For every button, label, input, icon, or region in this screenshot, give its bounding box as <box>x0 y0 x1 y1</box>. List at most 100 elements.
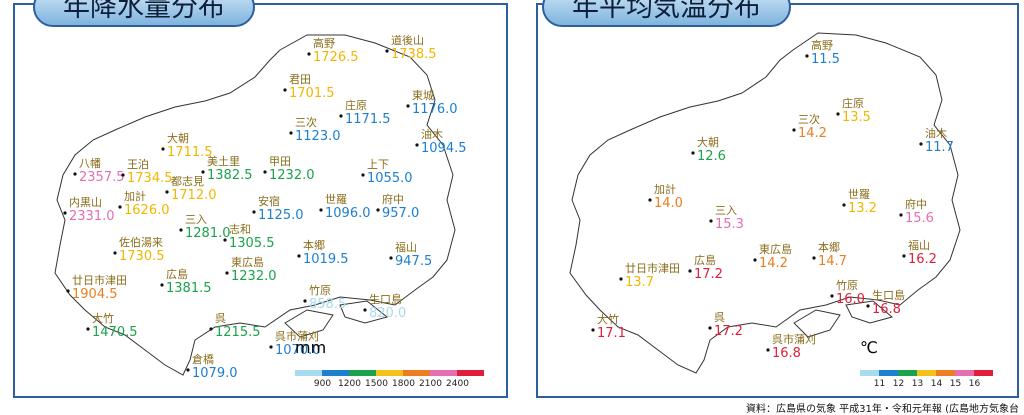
legend-swatch <box>430 370 457 376</box>
legend-unit: ℃ <box>860 338 878 357</box>
station-marker <box>389 256 393 260</box>
station-marker <box>415 143 419 147</box>
source-note: 資料：広島県の気象 平成31年・令和元年報 (広島地方気象台 <box>746 404 1019 415</box>
legend-swatch <box>917 370 936 376</box>
station-name: 呉市蒲刈 <box>275 329 319 343</box>
station-marker <box>118 205 122 209</box>
station-marker <box>842 203 846 207</box>
station-name: 甲田 <box>269 155 291 168</box>
legend-swatch <box>403 370 430 376</box>
station-name: 庄原 <box>842 96 864 110</box>
station-marker <box>902 254 906 258</box>
panel-title: 年降水量分布 <box>33 0 255 27</box>
station-value: 1730.5 <box>119 249 165 264</box>
station-value: 1055.0 <box>367 171 413 186</box>
station-marker <box>708 326 712 330</box>
station-marker <box>86 327 90 331</box>
station-value: 16.8 <box>872 302 901 317</box>
station-marker <box>263 170 267 174</box>
station-name: 大朝 <box>697 135 719 149</box>
legend-tick-label: 900 <box>313 379 332 389</box>
station-name: 倉橋 <box>192 352 214 366</box>
station-value: 13.7 <box>625 275 654 290</box>
station-name: 志和 <box>229 223 251 236</box>
station-marker <box>385 49 389 53</box>
legend-swatch <box>322 370 349 376</box>
station-value: 11.7 <box>925 140 954 155</box>
legend-swatch <box>974 370 993 376</box>
station-marker <box>648 198 652 202</box>
station-name: 呉市蒲刈 <box>772 332 816 346</box>
station-value: 15.3 <box>715 217 744 232</box>
station-value: 1712.0 <box>171 188 217 203</box>
station-value: 1232.0 <box>269 168 315 183</box>
legend-ticks: 11 12 13 14 15 16 <box>870 379 984 389</box>
station-value: 1382.5 <box>207 168 253 183</box>
station-marker <box>899 213 903 217</box>
station-value: 1470.5 <box>92 325 138 340</box>
legend-swatch <box>349 370 376 376</box>
legend-swatch <box>936 370 955 376</box>
station-marker <box>406 104 410 108</box>
station-value: 16.0 <box>836 292 865 307</box>
station-value: 13.2 <box>848 201 877 216</box>
station-marker <box>165 190 169 194</box>
station-value: 1738.5 <box>391 47 437 62</box>
station-name: 東城 <box>412 89 434 102</box>
station-value: 1171.5 <box>345 112 391 127</box>
station-marker <box>307 52 311 56</box>
station-value: 1125.0 <box>258 208 304 223</box>
station-name: 君田 <box>289 73 311 86</box>
legend-tick-label: 1500 <box>365 379 388 389</box>
station-marker <box>201 170 205 174</box>
station-value: 1734.5 <box>127 171 173 186</box>
station-marker <box>269 345 273 349</box>
station-name: 安宿 <box>258 194 280 208</box>
station-value: 1305.5 <box>229 236 275 251</box>
station-marker <box>289 131 293 135</box>
station-value: 947.5 <box>395 254 432 269</box>
station-marker <box>303 299 307 303</box>
station-name: 福山 <box>395 240 417 254</box>
legend-tick-label: 16 <box>968 379 981 389</box>
station-marker <box>709 219 713 223</box>
legend-swatch <box>457 370 484 376</box>
station-marker <box>691 151 695 155</box>
station-value: 1123.0 <box>295 129 341 144</box>
station-marker <box>619 277 623 281</box>
station-value: 1904.5 <box>72 287 118 302</box>
station-value: 15.6 <box>905 211 934 226</box>
legend-tick-label: 14 <box>930 379 943 389</box>
station-name: 広島 <box>694 253 716 267</box>
legend: ℃ 11 12 13 14 15 16 <box>860 338 1010 393</box>
station-name: 美土里 <box>207 155 240 168</box>
legend-swatch <box>860 370 879 376</box>
station-value: 1281.0 <box>185 226 231 241</box>
